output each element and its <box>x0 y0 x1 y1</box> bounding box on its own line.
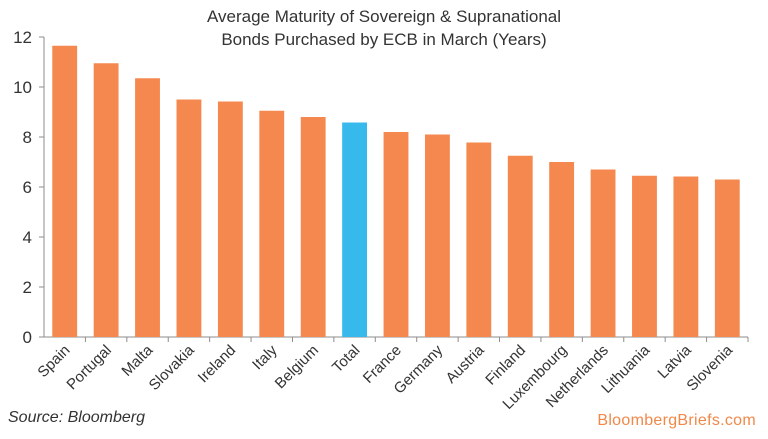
bar-slovenia <box>714 179 740 337</box>
x-tick-label-slovenia: Slovenia <box>683 341 736 394</box>
y-tick-label: 2 <box>23 278 32 297</box>
bar-austria <box>466 142 492 337</box>
y-tick-label: 10 <box>13 78 32 97</box>
bar-italy <box>259 110 285 337</box>
bar-spain <box>52 45 78 337</box>
chart-title-block: Average Maturity of Sovereign & Supranat… <box>0 5 768 51</box>
bar-france <box>383 132 409 337</box>
x-tick-label-total: Total <box>329 342 363 376</box>
bar-belgium <box>300 117 326 337</box>
x-tick-label-italy: Italy <box>249 341 281 373</box>
bar-portugal <box>93 63 119 337</box>
bar-netherlands <box>590 169 616 337</box>
chart-subtitle: Bonds Purchased by ECB in March (Years) <box>221 30 547 49</box>
bar-malta <box>135 78 160 337</box>
y-tick-label: 4 <box>23 228 32 247</box>
bar-total <box>342 122 368 337</box>
bar-germany <box>424 134 450 337</box>
x-tick-label-ireland: Ireland <box>195 342 239 386</box>
y-tick-label: 12 <box>13 28 32 47</box>
x-tick-label-malta: Malta <box>118 341 156 379</box>
y-tick-label: 8 <box>23 128 32 147</box>
brand-watermark: BloombergBriefs.com <box>597 412 756 429</box>
x-tick-label-portugal: Portugal <box>63 342 115 394</box>
source-note: Source: Bloomberg <box>8 409 145 426</box>
x-tick-label-belgium: Belgium <box>272 342 322 392</box>
y-tick-label: 6 <box>23 178 32 197</box>
bar-finland <box>507 155 533 337</box>
bar-luxembourg <box>549 162 575 337</box>
x-tick-label-slovakia: Slovakia <box>146 341 199 394</box>
bar-lithuania <box>632 175 657 337</box>
chart-title: Average Maturity of Sovereign & Supranat… <box>206 7 562 26</box>
bar-ireland <box>217 101 243 337</box>
y-tick-label: 0 <box>23 328 32 347</box>
x-tick-label-spain: Spain <box>34 342 73 381</box>
bar-slovakia <box>176 99 202 337</box>
x-tick-label-austria: Austria <box>443 341 488 386</box>
bar-latvia <box>673 176 699 337</box>
